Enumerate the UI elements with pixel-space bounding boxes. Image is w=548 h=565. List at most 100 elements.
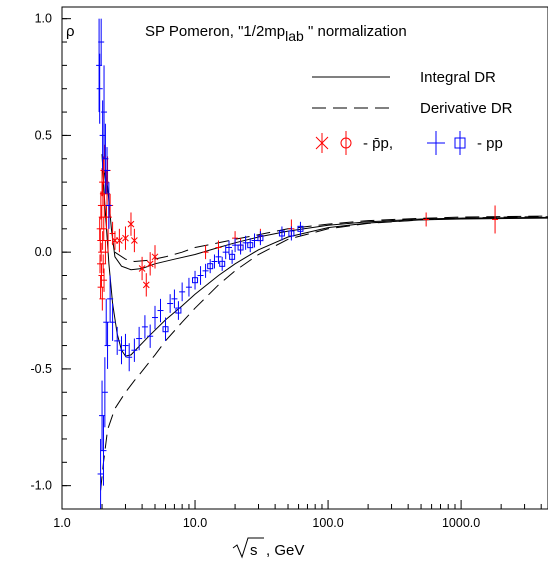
- legend: Integral DR Derivative DR - p̄p, - pp: [312, 69, 513, 155]
- square-marker: [237, 244, 244, 251]
- y-tick-label: -0.5: [30, 362, 52, 376]
- legend-pp-cross-marker: [427, 131, 445, 155]
- pp-point: [185, 277, 192, 297]
- y-axis-label: ρ: [66, 23, 75, 40]
- chart-title: SP Pomeron, "1/2mplab " normalization: [145, 23, 407, 44]
- pp-point: [147, 324, 154, 348]
- pp-point: [167, 294, 174, 313]
- pp-point: [171, 289, 178, 309]
- y-tick-label: 0.5: [35, 128, 52, 142]
- pp-point: [175, 301, 182, 320]
- plot-frame: [61, 6, 548, 510]
- pbarp-point: [122, 226, 129, 250]
- pp-point: [288, 226, 295, 241]
- cross-marker: [131, 237, 138, 244]
- x-tick-label: 1000.0: [442, 516, 480, 530]
- pbarp-point: [492, 205, 499, 234]
- square-marker: [297, 225, 304, 232]
- legend-pp-square-marker: [454, 131, 466, 155]
- legend-pbar-label: - p̄p,: [363, 135, 393, 152]
- cross-marker: [146, 260, 154, 268]
- pp-point: [278, 226, 285, 241]
- square-marker: [219, 260, 226, 267]
- pp-point: [126, 343, 133, 372]
- square-marker: [247, 242, 254, 249]
- square-marker: [207, 263, 214, 270]
- cross-marker: [127, 220, 135, 228]
- pp-point: [96, 53, 103, 124]
- x-axis-label-unit: , GeV: [266, 542, 304, 559]
- pbarp-point: [98, 263, 105, 288]
- pp-point: [114, 326, 121, 355]
- pbarp-point: [151, 245, 159, 269]
- cross-marker: [116, 237, 123, 244]
- square-marker: [175, 307, 182, 314]
- y-tick-label: 0.0: [35, 245, 52, 259]
- pp-point: [219, 256, 226, 271]
- pp-point: [157, 298, 164, 323]
- pbarp-point: [146, 252, 154, 276]
- x-axis-label-s: s: [250, 542, 258, 559]
- pbarp-point: [127, 212, 135, 236]
- pbarp-point: [202, 245, 209, 260]
- square-marker: [257, 235, 264, 242]
- y-tick-label: -1.0: [30, 479, 52, 493]
- pp-point: [100, 415, 107, 486]
- pp-point: [197, 266, 204, 285]
- cross-marker: [142, 281, 150, 289]
- pp-point: [179, 282, 186, 302]
- pbarp-point: [423, 212, 430, 227]
- cross-marker: [138, 265, 146, 272]
- pbarp-point: [99, 287, 106, 311]
- pbarp-point: [101, 268, 108, 292]
- pp-point: [118, 336, 125, 365]
- pp-point: [207, 259, 214, 274]
- pbarp-point: [105, 228, 112, 253]
- pp-point: [141, 315, 148, 339]
- pp-point: [105, 182, 112, 229]
- pp-point: [162, 317, 169, 341]
- pp-point: [257, 231, 264, 246]
- pbarp-point: [142, 273, 150, 297]
- pp-point: [104, 147, 111, 194]
- sqrt-radical-icon: [232, 537, 264, 559]
- pp-point: [222, 245, 229, 260]
- pbarp-point: [138, 256, 146, 281]
- pp-point: [251, 233, 258, 248]
- square-marker: [278, 230, 285, 237]
- x-tick-label: 1.0: [53, 516, 70, 530]
- pbarp-point: [100, 217, 107, 241]
- pp-point: [101, 65, 108, 159]
- pbarp-point: [102, 240, 109, 264]
- pp-point: [229, 249, 236, 264]
- x-axis-label: s , GeV: [232, 537, 304, 559]
- pp-point: [107, 275, 114, 323]
- legend-pbar-circle-marker: [340, 131, 352, 155]
- pp-point: [136, 326, 143, 351]
- pp-point: [122, 333, 129, 358]
- derivative-dr-curve: [100, 216, 548, 491]
- pp-point: [101, 357, 108, 428]
- integral-dr-curve: [101, 154, 548, 357]
- cross-marker: [122, 234, 129, 242]
- pp-point: [247, 238, 254, 253]
- pp-point: [98, 18, 105, 66]
- pp-point: [202, 263, 209, 278]
- y-tick-label: 1.0: [35, 12, 52, 26]
- legend-pbar-cross-marker: [315, 133, 329, 153]
- pbarp-point: [131, 228, 138, 253]
- pp-point: [104, 322, 111, 369]
- pp-point: [131, 338, 138, 362]
- square-marker: [229, 253, 236, 260]
- x-tick-label: 10.0: [183, 516, 207, 530]
- pp-point: [232, 238, 239, 253]
- pp-point: [297, 221, 304, 236]
- cross-marker: [151, 253, 159, 261]
- pbarp-point: [99, 231, 106, 250]
- legend-integral-label: Integral DR: [420, 69, 496, 86]
- pp-point: [211, 254, 218, 269]
- square-marker: [288, 230, 295, 237]
- legend-derivative-label: Derivative DR: [420, 100, 513, 117]
